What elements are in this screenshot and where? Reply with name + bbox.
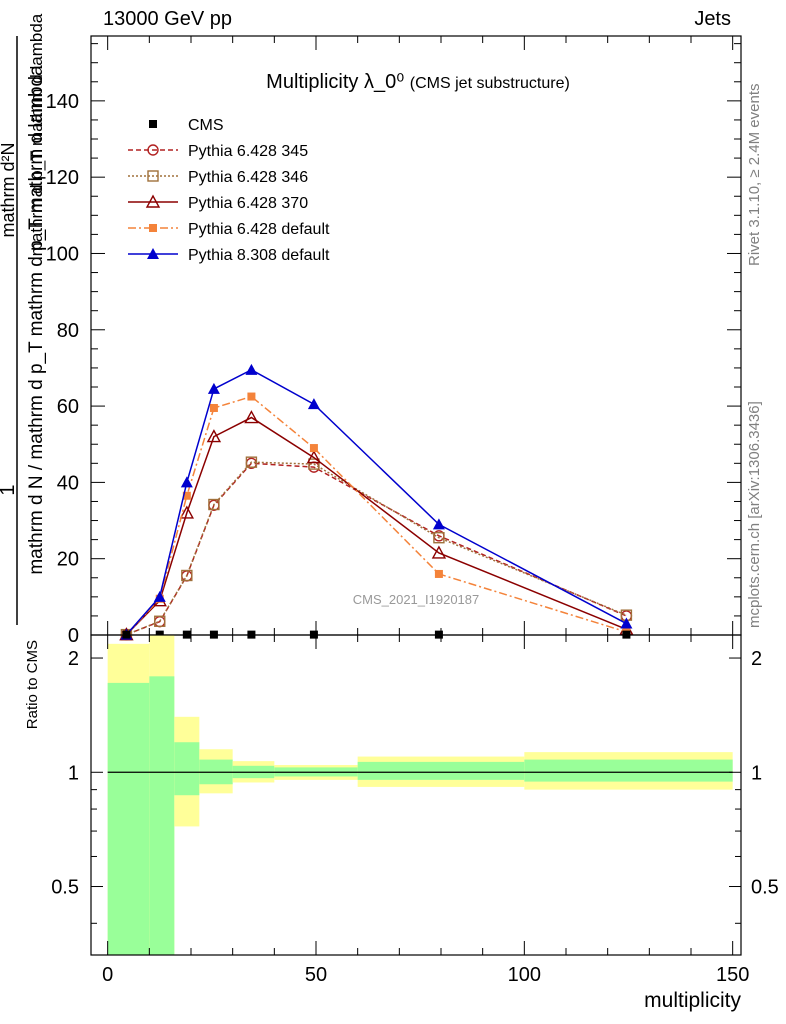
x-tick-label: 100 xyxy=(508,964,541,986)
chart-subtitle: (CMS jet substructure) xyxy=(410,75,570,92)
series-line-pythia-8-308-default xyxy=(125,368,627,636)
legend-marker-pythia-6-428-default xyxy=(149,224,157,232)
data-point-pythia-6-428-346 xyxy=(245,456,258,468)
legend-entry-pythia-6-428-370: Pythia 6.428 370 xyxy=(188,195,308,212)
data-point-pythia-8-308-default xyxy=(307,398,320,410)
legend-entry-pythia-6-428-345: Pythia 6.428 345 xyxy=(188,143,308,160)
x-tick-label: 150 xyxy=(716,964,749,986)
data-point-pythia-6-428-370 xyxy=(179,505,195,519)
y-tick-label: 0 xyxy=(68,625,79,647)
y-axis-label-numerator: 1 xyxy=(0,484,19,495)
data-point-pythia-6-428-346 xyxy=(154,615,166,627)
legend-entry-cms: CMS xyxy=(188,117,224,134)
y-tick-label: 100 xyxy=(46,243,79,265)
data-point-pythia-6-428-default xyxy=(309,444,318,453)
inner-band-bin-0 xyxy=(107,682,150,955)
ratio-frame xyxy=(90,634,742,956)
x-tick-label: 50 xyxy=(305,964,327,986)
series-pythia-6-428-370 xyxy=(119,410,634,641)
inner-band-bin-2 xyxy=(174,742,200,796)
ratio-y-axis-label: Ratio to CMS xyxy=(24,640,41,729)
legend: CMS Pythia 6.428 345 Pythia 6.428 346 Pythi… xyxy=(128,117,330,264)
data-point-pythia-6-428-default xyxy=(209,403,218,412)
ratio-y-tick-label-right: 1 xyxy=(751,762,762,784)
data-point-pythia-6-428-346 xyxy=(181,569,193,582)
y-axis-label-denominator: mathrm d N / mathrm d p_T mathrm d p_T m… xyxy=(26,65,47,575)
series-pythia-6-428-345 xyxy=(120,457,633,641)
analysis-label: CMS_2021_I1920187 xyxy=(353,592,480,607)
series-pythia-6-428-346 xyxy=(120,456,633,641)
data-point-pythia-6-428-default xyxy=(182,491,191,500)
legend-marker-cms xyxy=(149,120,157,128)
data-point-pythia-6-428-default xyxy=(247,392,256,401)
ratio-y-tick-label: 1 xyxy=(68,762,79,784)
y-tick-label: 80 xyxy=(57,320,79,342)
y-axis-label-right-denominator: mathrm d p_T mathrm d lambda xyxy=(27,13,46,256)
chart-title-main: Multiplicity λ_0⁰ xyxy=(266,71,410,93)
legend-marker-pythia-6-428-346 xyxy=(147,170,159,182)
y-tick-label: 60 xyxy=(57,396,79,418)
ratio-y-tick-label-right: 2 xyxy=(751,648,762,670)
series-line-pythia-6-428-default xyxy=(125,395,627,636)
data-point-pythia-8-308-default xyxy=(620,617,633,629)
ratio-y-tick-label: 0.5 xyxy=(51,877,79,899)
y-tick-label: 40 xyxy=(57,472,79,494)
data-point-pythia-6-428-370 xyxy=(431,545,447,559)
data-point-pythia-6-428-346 xyxy=(308,458,320,470)
legend-entry-pythia-8-308-default: Pythia 8.308 default xyxy=(188,247,330,264)
data-point-pythia-8-308-default xyxy=(180,476,193,488)
data-point-pythia-6-428-346 xyxy=(433,532,445,544)
uncertainty-bands xyxy=(107,635,733,955)
legend-entry-pythia-6-428-346: Pythia 6.428 346 xyxy=(188,169,308,186)
legend-marker-pythia-6-428-370 xyxy=(145,194,161,208)
data-point-pythia-8-308-default xyxy=(153,590,166,602)
series-line-pythia-6-428-346 xyxy=(126,461,627,636)
header-left-label: 13000 GeV pp xyxy=(103,8,232,30)
data-point-pythia-8-308-default xyxy=(207,382,220,394)
ratio-y-tick-label-right: 0.5 xyxy=(751,877,779,899)
data-point-pythia-6-428-default xyxy=(434,569,443,578)
data-point-pythia-6-428-370 xyxy=(244,410,259,424)
y-tick-label: 120 xyxy=(46,167,79,189)
legend-entry-pythia-6-428-default: Pythia 6.428 default xyxy=(188,221,330,238)
data-point-pythia-6-428-370 xyxy=(306,450,322,464)
y-tick-label: 20 xyxy=(57,549,79,571)
data-point-pythia-8-308-default xyxy=(245,363,258,375)
chart-title: Multiplicity λ_0⁰ (CMS jet substructure) xyxy=(266,71,570,93)
data-point-pythia-6-428-346 xyxy=(208,498,220,511)
inner-band-bin-6 xyxy=(357,761,525,780)
x-axis-label: multiplicity xyxy=(644,989,741,1012)
data-point-pythia-6-428-370 xyxy=(206,429,222,443)
y-tick-label: 140 xyxy=(46,91,79,113)
series-line-pythia-6-428-370 xyxy=(125,416,627,636)
header-right-label: Jets xyxy=(694,8,731,30)
x-tick-label: 0 xyxy=(102,964,113,986)
y-axis-label-right-numerator: mathrm d²N xyxy=(0,142,18,237)
ratio-y-tick-label: 2 xyxy=(68,648,79,670)
legend-marker-pythia-8-308-default xyxy=(147,248,159,259)
inner-band-bin-7 xyxy=(524,759,733,782)
legend-marker-pythia-6-428-345 xyxy=(147,144,159,156)
inner-band-bin-1 xyxy=(149,676,175,955)
main-panel: 0 20 40 60 80 100 120 140 1 mathrm d N / mathrm d… xyxy=(0,13,742,647)
data-point-pythia-8-308-default xyxy=(432,518,445,530)
ratio-panel: 0.5 0.5 1 1 2 2 Ratio to CMS 0 50 100 150 multiplic… xyxy=(24,634,779,1012)
